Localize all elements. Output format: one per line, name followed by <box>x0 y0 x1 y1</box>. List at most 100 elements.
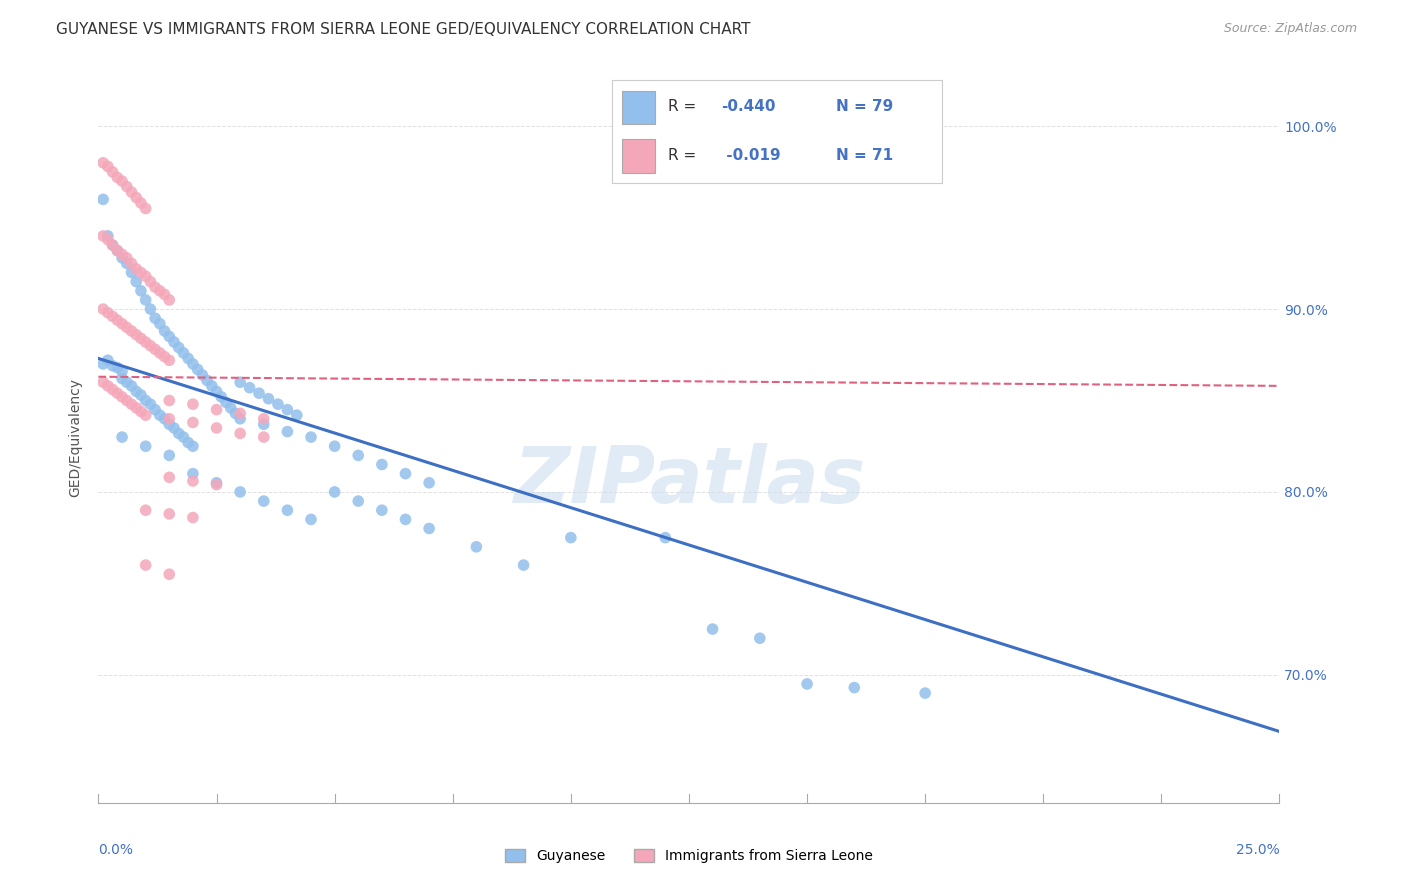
Point <box>91 375 114 389</box>
Point <box>229 484 252 499</box>
Point <box>111 371 134 385</box>
Point <box>163 334 186 349</box>
Point <box>181 397 204 411</box>
Point <box>97 306 120 320</box>
FancyBboxPatch shape <box>621 139 655 173</box>
Point <box>323 484 346 499</box>
Text: N = 79: N = 79 <box>837 99 894 114</box>
Point <box>187 362 209 376</box>
Point <box>465 540 488 554</box>
Point <box>129 196 152 211</box>
Point <box>560 531 582 545</box>
Y-axis label: GED/Equivalency: GED/Equivalency <box>69 377 83 497</box>
Point <box>91 155 114 169</box>
Point <box>101 359 124 373</box>
Point <box>229 411 252 425</box>
Point <box>157 353 180 368</box>
Point <box>101 165 124 179</box>
Point <box>157 393 180 408</box>
Point <box>139 275 162 289</box>
Text: 25.0%: 25.0% <box>1236 843 1279 857</box>
Point <box>125 275 148 289</box>
Point <box>135 439 157 453</box>
Point <box>371 503 394 517</box>
Point <box>418 475 440 490</box>
Point <box>181 357 204 371</box>
Point <box>276 503 298 517</box>
Point <box>247 386 270 401</box>
Point <box>229 426 252 441</box>
Point <box>111 390 134 404</box>
Point <box>135 408 157 422</box>
Point <box>177 351 200 366</box>
Legend: Guyanese, Immigrants from Sierra Leone: Guyanese, Immigrants from Sierra Leone <box>499 844 879 869</box>
Point <box>91 357 114 371</box>
Point <box>205 421 228 435</box>
Point <box>143 280 166 294</box>
Point <box>748 631 770 645</box>
Point <box>153 324 176 338</box>
Point <box>125 190 148 204</box>
Text: ZIPatlas: ZIPatlas <box>513 443 865 519</box>
Point <box>276 425 298 439</box>
Point <box>914 686 936 700</box>
Point <box>111 317 134 331</box>
Point <box>167 426 190 441</box>
Point <box>105 244 128 258</box>
Text: GUYANESE VS IMMIGRANTS FROM SIERRA LEONE GED/EQUIVALENCY CORRELATION CHART: GUYANESE VS IMMIGRANTS FROM SIERRA LEONE… <box>56 22 751 37</box>
Point <box>125 401 148 415</box>
Point <box>172 346 194 360</box>
Point <box>394 467 416 481</box>
Point <box>129 284 152 298</box>
Point <box>219 401 242 415</box>
Point <box>97 379 120 393</box>
Point <box>101 238 124 252</box>
Point <box>239 381 262 395</box>
Point <box>115 375 138 389</box>
Point <box>115 256 138 270</box>
Text: -0.440: -0.440 <box>721 99 775 114</box>
Point <box>105 386 128 401</box>
Point <box>135 503 157 517</box>
Point <box>209 390 232 404</box>
Text: R =: R = <box>668 148 702 162</box>
Point <box>796 677 818 691</box>
Point <box>323 439 346 453</box>
Point <box>177 435 200 450</box>
Point <box>91 192 114 206</box>
Point <box>153 350 176 364</box>
Point <box>135 293 157 307</box>
Point <box>253 430 276 444</box>
Point <box>702 622 724 636</box>
Point <box>276 402 298 417</box>
Point <box>253 411 276 425</box>
Point <box>135 269 157 284</box>
Point <box>129 265 152 279</box>
Point <box>512 558 534 573</box>
Point <box>299 512 322 526</box>
Point <box>125 384 148 399</box>
Point <box>105 170 128 185</box>
Point <box>172 430 194 444</box>
Point <box>205 477 228 491</box>
Point <box>181 439 204 453</box>
Point <box>101 238 124 252</box>
FancyBboxPatch shape <box>621 91 655 124</box>
Point <box>157 293 180 307</box>
Point <box>139 397 162 411</box>
Point <box>654 531 676 545</box>
Point <box>153 411 176 425</box>
Point <box>143 343 166 357</box>
Point <box>111 364 134 378</box>
Point <box>347 448 370 462</box>
Point <box>157 411 180 425</box>
Point <box>181 416 204 430</box>
Point <box>844 681 866 695</box>
Point <box>371 458 394 472</box>
Point <box>111 251 134 265</box>
Point <box>149 346 172 360</box>
Point <box>157 417 180 432</box>
Point <box>229 375 252 389</box>
Point <box>205 384 228 399</box>
Point <box>181 474 204 488</box>
